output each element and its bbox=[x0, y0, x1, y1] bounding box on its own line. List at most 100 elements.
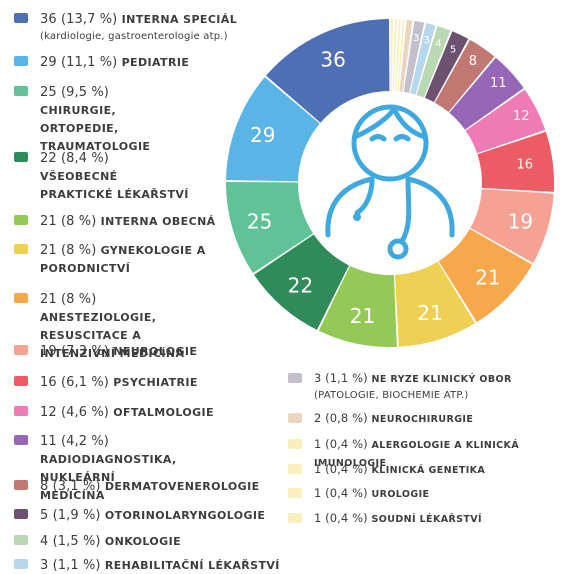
legend-swatch bbox=[14, 509, 28, 519]
slice-15 bbox=[403, 20, 425, 94]
legend-item: 11 (4,2 %) RADIODIAGNOSTIKA, NUKLEÁRNÍ M… bbox=[14, 432, 180, 504]
legend-swatch bbox=[14, 86, 28, 96]
legend-count: 1 (0,4 %) bbox=[314, 486, 372, 500]
legend-label: CHIRURGIE, ORTOPEDIE, TRAUMATOLOGIE bbox=[40, 104, 151, 153]
legend-text: 4 (1,5 %) ONKOLOGIE bbox=[40, 532, 181, 550]
legend-label: NE RYZE KLINICKÝ OBOR bbox=[371, 374, 512, 385]
legend-label: GYNEKOLOGIE A PORODNICTVÍ bbox=[40, 244, 206, 275]
legend-count: 3 (1,1 %) bbox=[40, 558, 105, 573]
slice-3 bbox=[254, 234, 350, 330]
slice-20 bbox=[390, 19, 393, 92]
legend-text: 36 (13,7 %) INTERNA SPECIÁL (kardiologie,… bbox=[40, 10, 237, 45]
legend-text: 1 (0,4 %) SOUDNÍ LÉKAŘSTVÍ bbox=[314, 510, 482, 528]
legend-label: ALERGOLOGIE A KLINICKÁ IMUNOLOGIE bbox=[314, 440, 520, 469]
slice-label-8: 16 bbox=[517, 158, 534, 173]
legend-label: REHABILITAČNÍ LÉKAŘSTVÍ bbox=[104, 559, 280, 572]
legend-label: NEUROLOGIE bbox=[113, 345, 198, 358]
legend-item: 25 (9,5 %) CHIRURGIE, ORTOPEDIE, TRAUMAT… bbox=[14, 83, 180, 155]
slice-4 bbox=[318, 265, 397, 347]
legend-count: 1 (0,4 %) bbox=[314, 462, 372, 476]
legend-label: KLINICKÁ GENETIKA bbox=[371, 465, 486, 476]
legend-item: 1 (0,4 %) UROLOGIE bbox=[288, 485, 429, 503]
slice-label-15: 3 bbox=[413, 33, 419, 44]
legend-text: 16 (6,1 %) PSYCHIATRIE bbox=[40, 373, 198, 391]
slice-label-10: 11 bbox=[490, 76, 507, 91]
legend-swatch bbox=[14, 406, 28, 416]
legend-text: 5 (1,9 %) OTORINOLARYNGOLOGIE bbox=[40, 506, 265, 524]
legend-swatch bbox=[14, 435, 28, 445]
slice-label-13: 4 bbox=[435, 39, 441, 50]
slice-9 bbox=[465, 89, 546, 154]
legend-swatch bbox=[288, 464, 302, 474]
legend-count: 4 (1,5 %) bbox=[40, 534, 105, 549]
slice-10 bbox=[449, 57, 524, 130]
legend-label: PEDIATRIE bbox=[121, 56, 190, 69]
legend-swatch bbox=[14, 215, 28, 225]
legend-item: 22 (8,4 %) VŠEOBECNÉ PRAKTICKÉ LÉKAŘSTVÍ bbox=[14, 149, 190, 203]
legend-count: 3 (1,1 %) bbox=[314, 371, 372, 385]
legend-swatch bbox=[288, 373, 302, 383]
legend-item: 1 (0,4 %) ALERGOLOGIE A KLINICKÁ IMUNOLO… bbox=[288, 436, 565, 472]
legend-label: OFTALMOLOGIE bbox=[113, 406, 214, 419]
legend-label: INTERNA OBECNÁ bbox=[100, 215, 216, 228]
legend-item: 19 (7,3 %) NEUROLOGIE bbox=[14, 342, 197, 360]
legend-label: SOUDNÍ LÉKAŘSTVÍ bbox=[371, 514, 482, 525]
slice-14 bbox=[410, 23, 436, 95]
legend-swatch bbox=[288, 488, 302, 498]
legend-label: OTORINOLARYNGOLOGIE bbox=[104, 509, 266, 522]
legend-item: 21 (8 %) ANESTEZIOLOGIE, RESUSCITACE A I… bbox=[14, 290, 215, 362]
legend-swatch bbox=[14, 293, 28, 303]
legend-text: 22 (8,4 %) VŠEOBECNÉ PRAKTICKÉ LÉKAŘSTVÍ bbox=[40, 149, 190, 203]
legend-swatch bbox=[14, 13, 28, 23]
legend-text: 1 (0,4 %) ALERGOLOGIE A KLINICKÁ IMUNOLO… bbox=[314, 436, 565, 472]
slice-0 bbox=[265, 19, 390, 123]
legend-label: RADIODIAGNOSTIKA, NUKLEÁRNÍ MEDICÍNA bbox=[40, 453, 177, 502]
doctor-icon bbox=[325, 104, 455, 260]
slice-label-12: 5 bbox=[450, 45, 456, 56]
legend-text: 2 (0,8 %) NEUROCHIRURGIE bbox=[314, 410, 473, 428]
slice-17 bbox=[397, 19, 405, 92]
legend-right-column: 3 (1,1 %) NE RYZE KLINICKÝ OBOR (PATOLOGI… bbox=[288, 0, 565, 573]
legend-label: DERMATOVENEROLOGIE bbox=[104, 480, 260, 493]
legend-text: 8 (3,1 %) DERMATOVENEROLOGIE bbox=[40, 477, 260, 495]
legend-text: 21 (8 %) ANESTEZIOLOGIE, RESUSCITACE A I… bbox=[40, 290, 215, 362]
legend-item: 21 (8 %) GYNEKOLOGIE A PORODNICTVÍ bbox=[14, 241, 300, 277]
slice-7 bbox=[470, 189, 554, 264]
slice-label-6: 21 bbox=[475, 265, 500, 289]
legend-count: 8 (3,1 %) bbox=[40, 479, 105, 494]
slice-19 bbox=[392, 19, 397, 92]
legend-item: 3 (1,1 %) NE RYZE KLINICKÝ OBOR (PATOLOGI… bbox=[288, 370, 512, 404]
legend-item: 3 (1,1 %) REHABILITAČNÍ LÉKAŘSTVÍ bbox=[14, 556, 280, 574]
legend-count: 21 (8 %) bbox=[40, 292, 97, 307]
legend-swatch bbox=[14, 480, 28, 490]
legend-count: 1 (0,4 %) bbox=[314, 437, 372, 451]
legend-item: 5 (1,9 %) OTORINOLARYNGOLOGIE bbox=[14, 506, 265, 524]
slice-11 bbox=[434, 39, 495, 113]
legend-count: 16 (6,1 %) bbox=[40, 375, 114, 390]
legend-label: NEUROCHIRURGIE bbox=[371, 414, 474, 425]
legend-text: 19 (7,3 %) NEUROLOGIE bbox=[40, 342, 197, 360]
legend-text: 3 (1,1 %) REHABILITAČNÍ LÉKAŘSTVÍ bbox=[40, 556, 280, 574]
legend-text: 12 (4,6 %) OFTALMOLOGIE bbox=[40, 403, 214, 421]
slice-label-0: 36 bbox=[320, 47, 345, 71]
legend-count: 22 (8,4 %) bbox=[40, 151, 109, 166]
legend-text: 21 (8 %) INTERNA OBECNÁ bbox=[40, 212, 216, 230]
legend-label: PSYCHIATRIE bbox=[113, 376, 198, 389]
slice-8 bbox=[477, 131, 554, 192]
slice-1 bbox=[226, 77, 320, 182]
legend-text: 29 (11,1 %) PEDIATRIE bbox=[40, 53, 189, 71]
slices-group bbox=[226, 19, 554, 347]
legend-count: 21 (8 %) bbox=[40, 214, 101, 229]
slice-2 bbox=[226, 182, 314, 274]
legend-text: 11 (4,2 %) RADIODIAGNOSTIKA, NUKLEÁRNÍ M… bbox=[40, 432, 180, 504]
legend-item: 12 (4,6 %) OFTALMOLOGIE bbox=[14, 403, 214, 421]
legend-count: 1 (0,4 %) bbox=[314, 511, 372, 525]
legend-item: 16 (6,1 %) PSYCHIATRIE bbox=[14, 373, 198, 391]
legend-count: 19 (7,3 %) bbox=[40, 344, 114, 359]
slice-label-11: 8 bbox=[469, 54, 477, 69]
legend-count: 25 (9,5 %) bbox=[40, 85, 109, 100]
legend-count: 5 (1,9 %) bbox=[40, 508, 105, 523]
slice-label-2: 25 bbox=[247, 210, 272, 234]
legend-swatch bbox=[14, 559, 28, 569]
